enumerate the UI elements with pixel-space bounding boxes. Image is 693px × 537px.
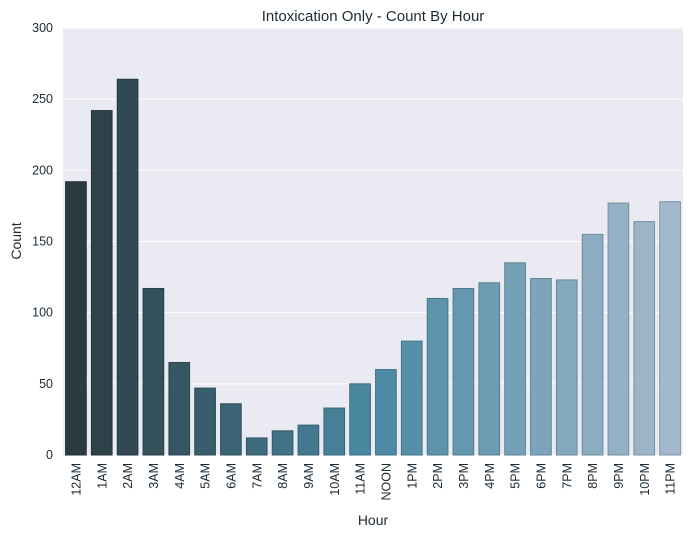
x-tick-label: 9PM	[612, 463, 626, 489]
x-tick-label: 9AM	[302, 463, 316, 489]
bar-3pm	[452, 287, 475, 456]
x-tick-label: 8PM	[586, 463, 600, 489]
bar-1am	[90, 110, 113, 456]
y-tick-label: 150	[32, 235, 53, 249]
x-tick-label: 8AM	[276, 463, 290, 489]
bar-1pm	[400, 340, 423, 456]
bar-7am	[245, 437, 268, 456]
x-tick-label: 12AM	[69, 463, 83, 496]
bar-5am	[194, 387, 216, 456]
x-tick-label: 2PM	[431, 463, 445, 489]
x-tick-label: 5PM	[509, 463, 523, 489]
bar-8am	[271, 430, 294, 456]
x-tick-label: 11PM	[664, 463, 678, 495]
y-tick-label: 0	[46, 448, 53, 462]
bar-8pm	[581, 233, 604, 456]
gridlines	[63, 27, 683, 456]
y-tick-label: 50	[39, 377, 53, 391]
x-tick-label: NOON	[379, 463, 393, 501]
x-tick-label: 3AM	[147, 463, 161, 489]
y-tick-label: 300	[32, 21, 53, 35]
bar-4am	[168, 361, 191, 456]
bar-5pm	[504, 262, 526, 456]
x-tick-label: 1AM	[95, 463, 109, 489]
x-tick-label: 10PM	[638, 463, 652, 496]
bar-3am	[142, 287, 165, 456]
x-tick-label: 3PM	[457, 463, 471, 489]
x-tick-label: 11AM	[354, 463, 368, 495]
bar-7pm	[555, 279, 578, 456]
bar-4pm	[478, 282, 501, 456]
bar-6am	[220, 403, 242, 456]
bar-noon	[375, 369, 397, 456]
bar-2am	[116, 78, 139, 456]
bar-2pm	[426, 297, 449, 456]
x-tick-label: 6PM	[534, 463, 548, 489]
x-tick-label: 5AM	[199, 463, 213, 489]
y-axis-label: Count	[8, 222, 24, 259]
bar-10pm	[633, 221, 656, 456]
bar-11pm	[659, 201, 681, 456]
bar-10am	[323, 407, 346, 456]
x-tick-label: 4AM	[173, 463, 187, 489]
x-tick-label: 2AM	[121, 463, 135, 489]
x-tick-label: 6AM	[224, 463, 238, 489]
bar-11am	[349, 383, 371, 456]
y-tick-label: 250	[32, 92, 53, 106]
x-tick-labels: 12AM 1AM 2AM 3AM 4AM 5AM 6AM 7AM 8AM 9AM 10AM 11AM N…	[69, 463, 677, 501]
x-tick-label: 1PM	[405, 463, 419, 489]
x-tick-label: 10AM	[328, 463, 342, 496]
x-axis-label: Hour	[358, 512, 389, 528]
bar-9pm	[607, 202, 630, 456]
chart-title: Intoxication Only - Count By Hour	[262, 8, 485, 25]
bar-12am	[65, 181, 87, 456]
bar-6pm	[530, 278, 552, 456]
y-tick-labels: 0 50 100 150 200 250 300	[32, 21, 53, 462]
x-tick-label: 7AM	[250, 463, 264, 489]
y-tick-label: 100	[32, 306, 53, 320]
x-tick-label: 4PM	[483, 463, 497, 489]
bar-9am	[297, 424, 320, 456]
y-tick-label: 200	[32, 163, 53, 177]
x-tick-label: 7PM	[560, 463, 574, 489]
bars	[65, 78, 681, 456]
